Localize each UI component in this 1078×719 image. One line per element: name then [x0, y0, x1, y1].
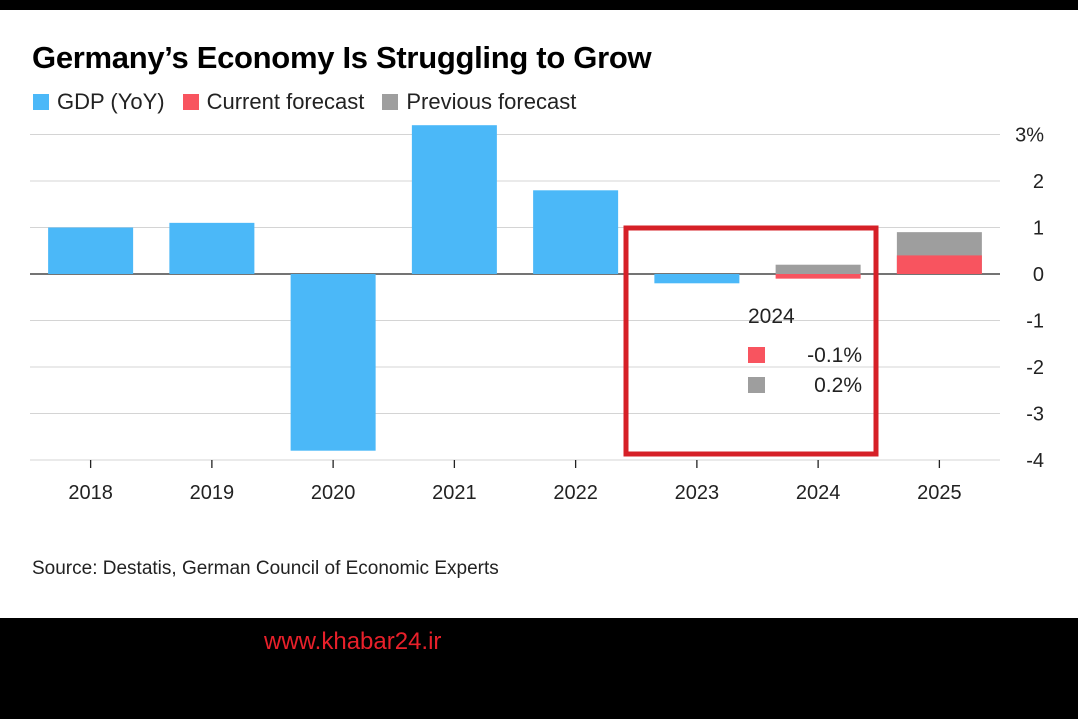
y-tick-label: -3 — [1026, 404, 1044, 426]
y-tick-label: 2 — [1033, 171, 1044, 193]
bar-chart: 3% 2 1 0 -1 -2 -3 -4 2018 2019 2020 2021 2022 2023 202… — [30, 125, 1044, 504]
legend-item-previous-forecast: Previous forecast — [382, 89, 576, 115]
legend-item-gdp: GDP (YoY) — [33, 89, 165, 115]
annotation-value: 0.2% — [814, 374, 862, 397]
bar-gdp-yoy--2020 — [290, 274, 376, 451]
annotation-swatch — [748, 377, 765, 393]
watermark-link[interactable]: www.khabar24.ir — [264, 628, 442, 655]
legend-label-previous-forecast: Previous forecast — [406, 89, 577, 114]
annotation-value: -0.1% — [807, 344, 862, 367]
highlight-box — [623, 225, 879, 457]
y-tick-label: 1 — [1033, 218, 1044, 240]
annotation-year: 2024 — [748, 305, 795, 328]
x-tick-label: 2024 — [796, 482, 841, 504]
y-tick-label: -2 — [1026, 357, 1044, 379]
legend-swatch-gdp — [33, 94, 49, 110]
source-note: Source: Destatis, German Council of Econ… — [32, 558, 499, 579]
bar-gdp-yoy--2022 — [533, 190, 619, 274]
bar-current-forecast-2024 — [775, 274, 861, 279]
legend-label-current-forecast: Current forecast — [206, 89, 365, 114]
bar-gdp-yoy--2023 — [654, 274, 740, 284]
x-tick-label: 2021 — [432, 482, 477, 504]
x-tick-label: 2018 — [68, 482, 113, 504]
bar-gdp-yoy--2019 — [169, 222, 255, 274]
legend-item-current-forecast: Current forecast — [182, 89, 365, 115]
bar-previous-forecast-2024 — [775, 264, 861, 274]
legend-swatch-previous-forecast — [382, 94, 399, 110]
chart-title: Germany’s Economy Is Struggling to Grow — [32, 40, 652, 75]
annotation-swatch — [748, 347, 765, 363]
x-tick-label: 2020 — [311, 482, 356, 504]
x-tick-label: 2019 — [190, 482, 235, 504]
bar-gdp-yoy--2021 — [411, 125, 497, 274]
legend-swatch-current-forecast — [182, 94, 199, 110]
bar-current-forecast-2025 — [896, 255, 982, 274]
bar-gdp-yoy--2018 — [48, 227, 134, 274]
x-tick-label: 2022 — [553, 482, 598, 504]
y-tick-label: 0 — [1033, 264, 1044, 286]
x-tick-label: 2025 — [917, 482, 962, 504]
chart-panel: Germany’s Economy Is Struggling to Grow … — [0, 10, 1078, 618]
y-tick-label: -1 — [1026, 311, 1044, 333]
x-tick-label: 2023 — [675, 482, 720, 504]
y-tick-label: -4 — [1026, 450, 1044, 472]
y-tick-label: 3% — [1015, 125, 1044, 147]
legend-label-gdp: GDP (YoY) — [57, 89, 165, 114]
chart-legend: GDP (YoY) Current forecast Previous fore… — [33, 89, 594, 115]
